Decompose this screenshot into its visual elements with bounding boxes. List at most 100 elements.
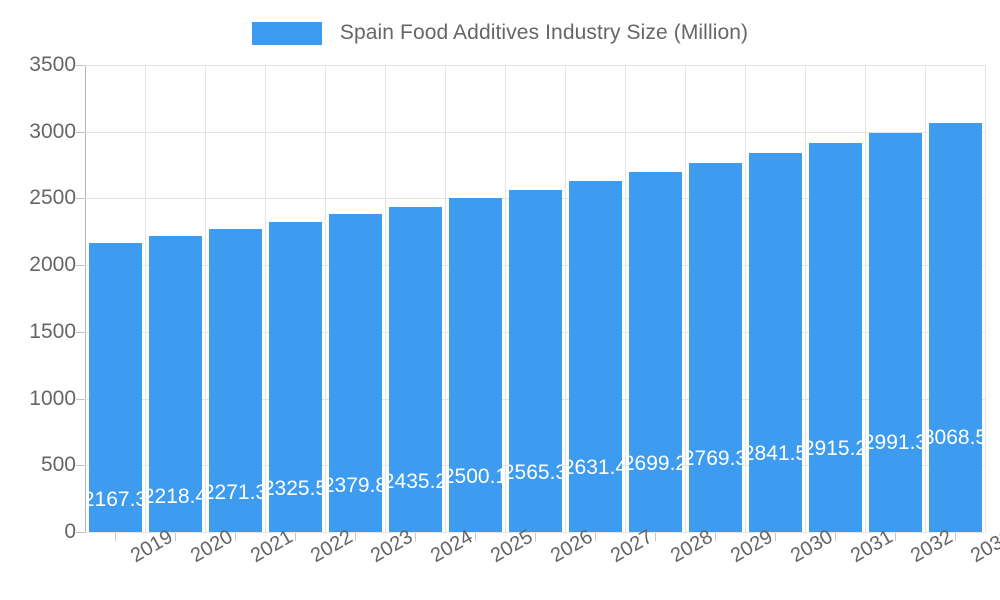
bar[interactable]: 2699.2	[628, 171, 682, 532]
x-axis-tick-mark	[655, 533, 656, 541]
gridline-vertical	[925, 65, 926, 532]
x-axis-tick-label: 2019	[127, 525, 177, 568]
gridline-horizontal	[85, 131, 985, 133]
y-axis-tick-mark	[76, 465, 85, 467]
gridline-vertical	[685, 65, 686, 532]
y-axis-tick-label: 2000	[29, 253, 76, 277]
bar-value-label: 2435.2	[388, 469, 442, 493]
gridline-vertical	[565, 65, 566, 532]
bar[interactable]: 2325.5	[268, 221, 322, 532]
y-axis-tick-label: 2500	[29, 186, 76, 210]
x-axis-tick-mark	[955, 533, 956, 541]
x-axis-tick-label: 2031	[847, 525, 897, 568]
bar-value-label: 2379.8	[328, 473, 382, 497]
gridline-horizontal	[85, 532, 985, 533]
x-axis-tick-label: 2027	[607, 525, 657, 568]
bar-value-label: 2915.2	[808, 436, 862, 460]
x-axis-tick-label: 2033	[967, 525, 1000, 568]
x-axis-tick-mark	[895, 533, 896, 541]
bar[interactable]: 3068.5	[928, 122, 982, 532]
x-axis-tick-label: 2020	[187, 525, 237, 568]
x-axis-tick-label: 2026	[547, 525, 597, 568]
chart-legend: Spain Food Additives Industry Size (Mill…	[0, 14, 1000, 52]
bar-value-label: 2167.3	[88, 488, 142, 512]
gridline-horizontal	[85, 65, 985, 66]
y-axis-tick-label: 3500	[29, 53, 76, 76]
bar[interactable]: 2631.4	[568, 180, 622, 532]
x-axis-tick-mark	[835, 533, 836, 541]
y-axis-tick-mark	[76, 532, 85, 533]
legend-label: Spain Food Additives Industry Size (Mill…	[339, 21, 749, 44]
x-axis-tick-mark	[475, 533, 476, 541]
gridline-vertical	[445, 65, 446, 532]
bar[interactable]: 2271.3	[208, 228, 262, 532]
x-axis-tick-mark	[595, 533, 596, 541]
x-axis-tick-label: 2022	[307, 525, 357, 568]
y-axis-tick-label: 0	[64, 520, 76, 543]
y-axis-line	[85, 65, 86, 532]
gridline-vertical	[145, 65, 146, 532]
gridline-vertical	[385, 65, 386, 532]
bar[interactable]: 2991.3	[868, 132, 922, 532]
bar[interactable]: 2500.1	[448, 198, 502, 532]
x-axis-tick-label: 2032	[907, 525, 957, 568]
bar-value-label: 2218.4	[148, 484, 202, 508]
bar-value-label: 2565.3	[508, 460, 562, 484]
y-axis-tick-label: 1000	[29, 386, 76, 410]
y-axis-tick-mark	[76, 331, 85, 333]
gridline-vertical	[625, 65, 626, 532]
y-axis-tick-label: 1500	[29, 319, 76, 343]
bar[interactable]: 2769.3	[688, 162, 742, 532]
gridline-vertical	[985, 65, 986, 532]
x-axis-tick-mark	[175, 533, 176, 541]
bar[interactable]: 2435.2	[388, 207, 442, 532]
bar-value-label: 2500.1	[448, 465, 502, 489]
x-axis-tick-mark	[115, 533, 116, 541]
gridline-vertical	[325, 65, 326, 532]
bar-value-label: 2631.4	[568, 456, 622, 480]
bar[interactable]: 2167.3	[88, 242, 142, 532]
y-axis-tick-mark	[76, 131, 85, 133]
x-axis-tick-label: 2021	[247, 525, 297, 568]
x-axis-tick-mark	[355, 533, 356, 541]
bar[interactable]: 2841.5	[748, 152, 802, 532]
x-axis-tick-label: 2029	[727, 525, 777, 568]
bar[interactable]: 2565.3	[508, 189, 562, 532]
bar-value-label: 2991.3	[868, 431, 922, 455]
bar-value-label: 2769.3	[688, 446, 742, 470]
bar[interactable]: 2218.4	[148, 236, 202, 532]
x-axis-tick-mark	[295, 533, 296, 541]
gridline-vertical	[745, 65, 746, 532]
x-axis-tick-mark	[235, 533, 236, 541]
gridline-vertical	[805, 65, 806, 532]
gridline-vertical	[865, 65, 866, 532]
gridline-vertical	[505, 65, 506, 532]
y-axis-tick-label: 3000	[29, 119, 76, 143]
y-axis-tick-mark	[76, 398, 85, 400]
x-axis-tick-label: 2024	[427, 525, 477, 568]
bar-value-label: 2325.5	[268, 477, 322, 501]
x-axis-tick-label: 2025	[487, 525, 537, 568]
y-axis-tick-mark	[76, 198, 85, 200]
gridline-vertical	[265, 65, 266, 532]
x-axis-tick-mark	[775, 533, 776, 541]
bar[interactable]: 2379.8	[328, 214, 382, 532]
x-axis-tick-label: 2023	[367, 525, 417, 568]
x-axis-tick-label: 2028	[667, 525, 717, 568]
legend-color-swatch[interactable]	[251, 21, 322, 45]
bar-value-label: 2841.5	[748, 441, 802, 465]
x-axis-tick-label: 2030	[787, 525, 837, 568]
y-axis-tick-mark	[76, 65, 85, 66]
bar-value-label: 2271.3	[208, 481, 262, 505]
y-axis-tick-label: 500	[40, 453, 76, 477]
x-axis-tick-mark	[415, 533, 416, 541]
x-axis-tick-mark	[535, 533, 536, 541]
bar-value-label: 3068.5	[928, 425, 982, 449]
y-axis-tick-mark	[76, 265, 85, 267]
bar[interactable]: 2915.2	[808, 143, 862, 532]
plot-area: 2167.3 2218.4 2271.3 2325.5 2379.8 2435.2 2500…	[85, 65, 986, 533]
bar-value-label: 2699.2	[628, 451, 682, 475]
x-axis-tick-mark	[715, 533, 716, 541]
gridline-vertical	[205, 65, 206, 532]
